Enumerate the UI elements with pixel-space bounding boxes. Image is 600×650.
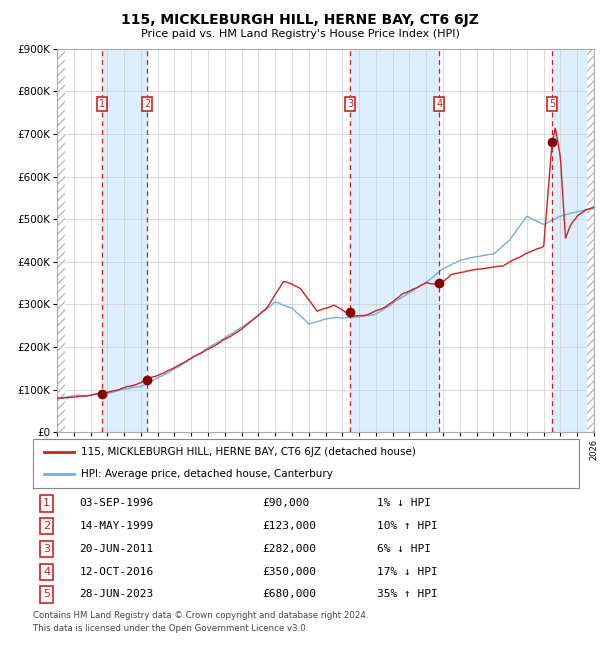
Text: HPI: Average price, detached house, Canterbury: HPI: Average price, detached house, Cant… bbox=[81, 469, 333, 479]
Text: 2: 2 bbox=[144, 99, 150, 109]
Text: 35% ↑ HPI: 35% ↑ HPI bbox=[377, 590, 438, 599]
Text: 4: 4 bbox=[43, 567, 50, 577]
Text: 115, MICKLEBURGH HILL, HERNE BAY, CT6 6JZ (detached house): 115, MICKLEBURGH HILL, HERNE BAY, CT6 6J… bbox=[81, 447, 416, 457]
Bar bbox=[552, 49, 587, 432]
Text: 1: 1 bbox=[43, 499, 50, 508]
Bar bbox=[102, 49, 147, 432]
Text: £350,000: £350,000 bbox=[262, 567, 316, 577]
Text: £282,000: £282,000 bbox=[262, 544, 316, 554]
Text: 115, MICKLEBURGH HILL, HERNE BAY, CT6 6JZ: 115, MICKLEBURGH HILL, HERNE BAY, CT6 6J… bbox=[121, 13, 479, 27]
Text: Contains HM Land Registry data © Crown copyright and database right 2024.: Contains HM Land Registry data © Crown c… bbox=[33, 611, 368, 620]
Text: 17% ↓ HPI: 17% ↓ HPI bbox=[377, 567, 438, 577]
Text: 3: 3 bbox=[347, 99, 353, 109]
Text: 14-MAY-1999: 14-MAY-1999 bbox=[79, 521, 154, 531]
Text: This data is licensed under the Open Government Licence v3.0.: This data is licensed under the Open Gov… bbox=[33, 624, 308, 633]
Text: Price paid vs. HM Land Registry's House Price Index (HPI): Price paid vs. HM Land Registry's House … bbox=[140, 29, 460, 38]
Bar bbox=[587, 49, 594, 432]
Text: 1% ↓ HPI: 1% ↓ HPI bbox=[377, 499, 431, 508]
Text: 5: 5 bbox=[549, 99, 555, 109]
Text: 12-OCT-2016: 12-OCT-2016 bbox=[79, 567, 154, 577]
Text: 2: 2 bbox=[43, 521, 50, 531]
Text: £123,000: £123,000 bbox=[262, 521, 316, 531]
Text: 4: 4 bbox=[436, 99, 442, 109]
Text: 20-JUN-2011: 20-JUN-2011 bbox=[79, 544, 154, 554]
Text: 6% ↓ HPI: 6% ↓ HPI bbox=[377, 544, 431, 554]
Bar bbox=[350, 49, 439, 432]
Text: 10% ↑ HPI: 10% ↑ HPI bbox=[377, 521, 438, 531]
Text: £90,000: £90,000 bbox=[262, 499, 310, 508]
Text: 3: 3 bbox=[43, 544, 50, 554]
Text: 1: 1 bbox=[99, 99, 105, 109]
Text: 5: 5 bbox=[43, 590, 50, 599]
Text: £680,000: £680,000 bbox=[262, 590, 316, 599]
Bar bbox=[57, 49, 65, 432]
Text: 28-JUN-2023: 28-JUN-2023 bbox=[79, 590, 154, 599]
FancyBboxPatch shape bbox=[33, 439, 579, 488]
Text: 03-SEP-1996: 03-SEP-1996 bbox=[79, 499, 154, 508]
